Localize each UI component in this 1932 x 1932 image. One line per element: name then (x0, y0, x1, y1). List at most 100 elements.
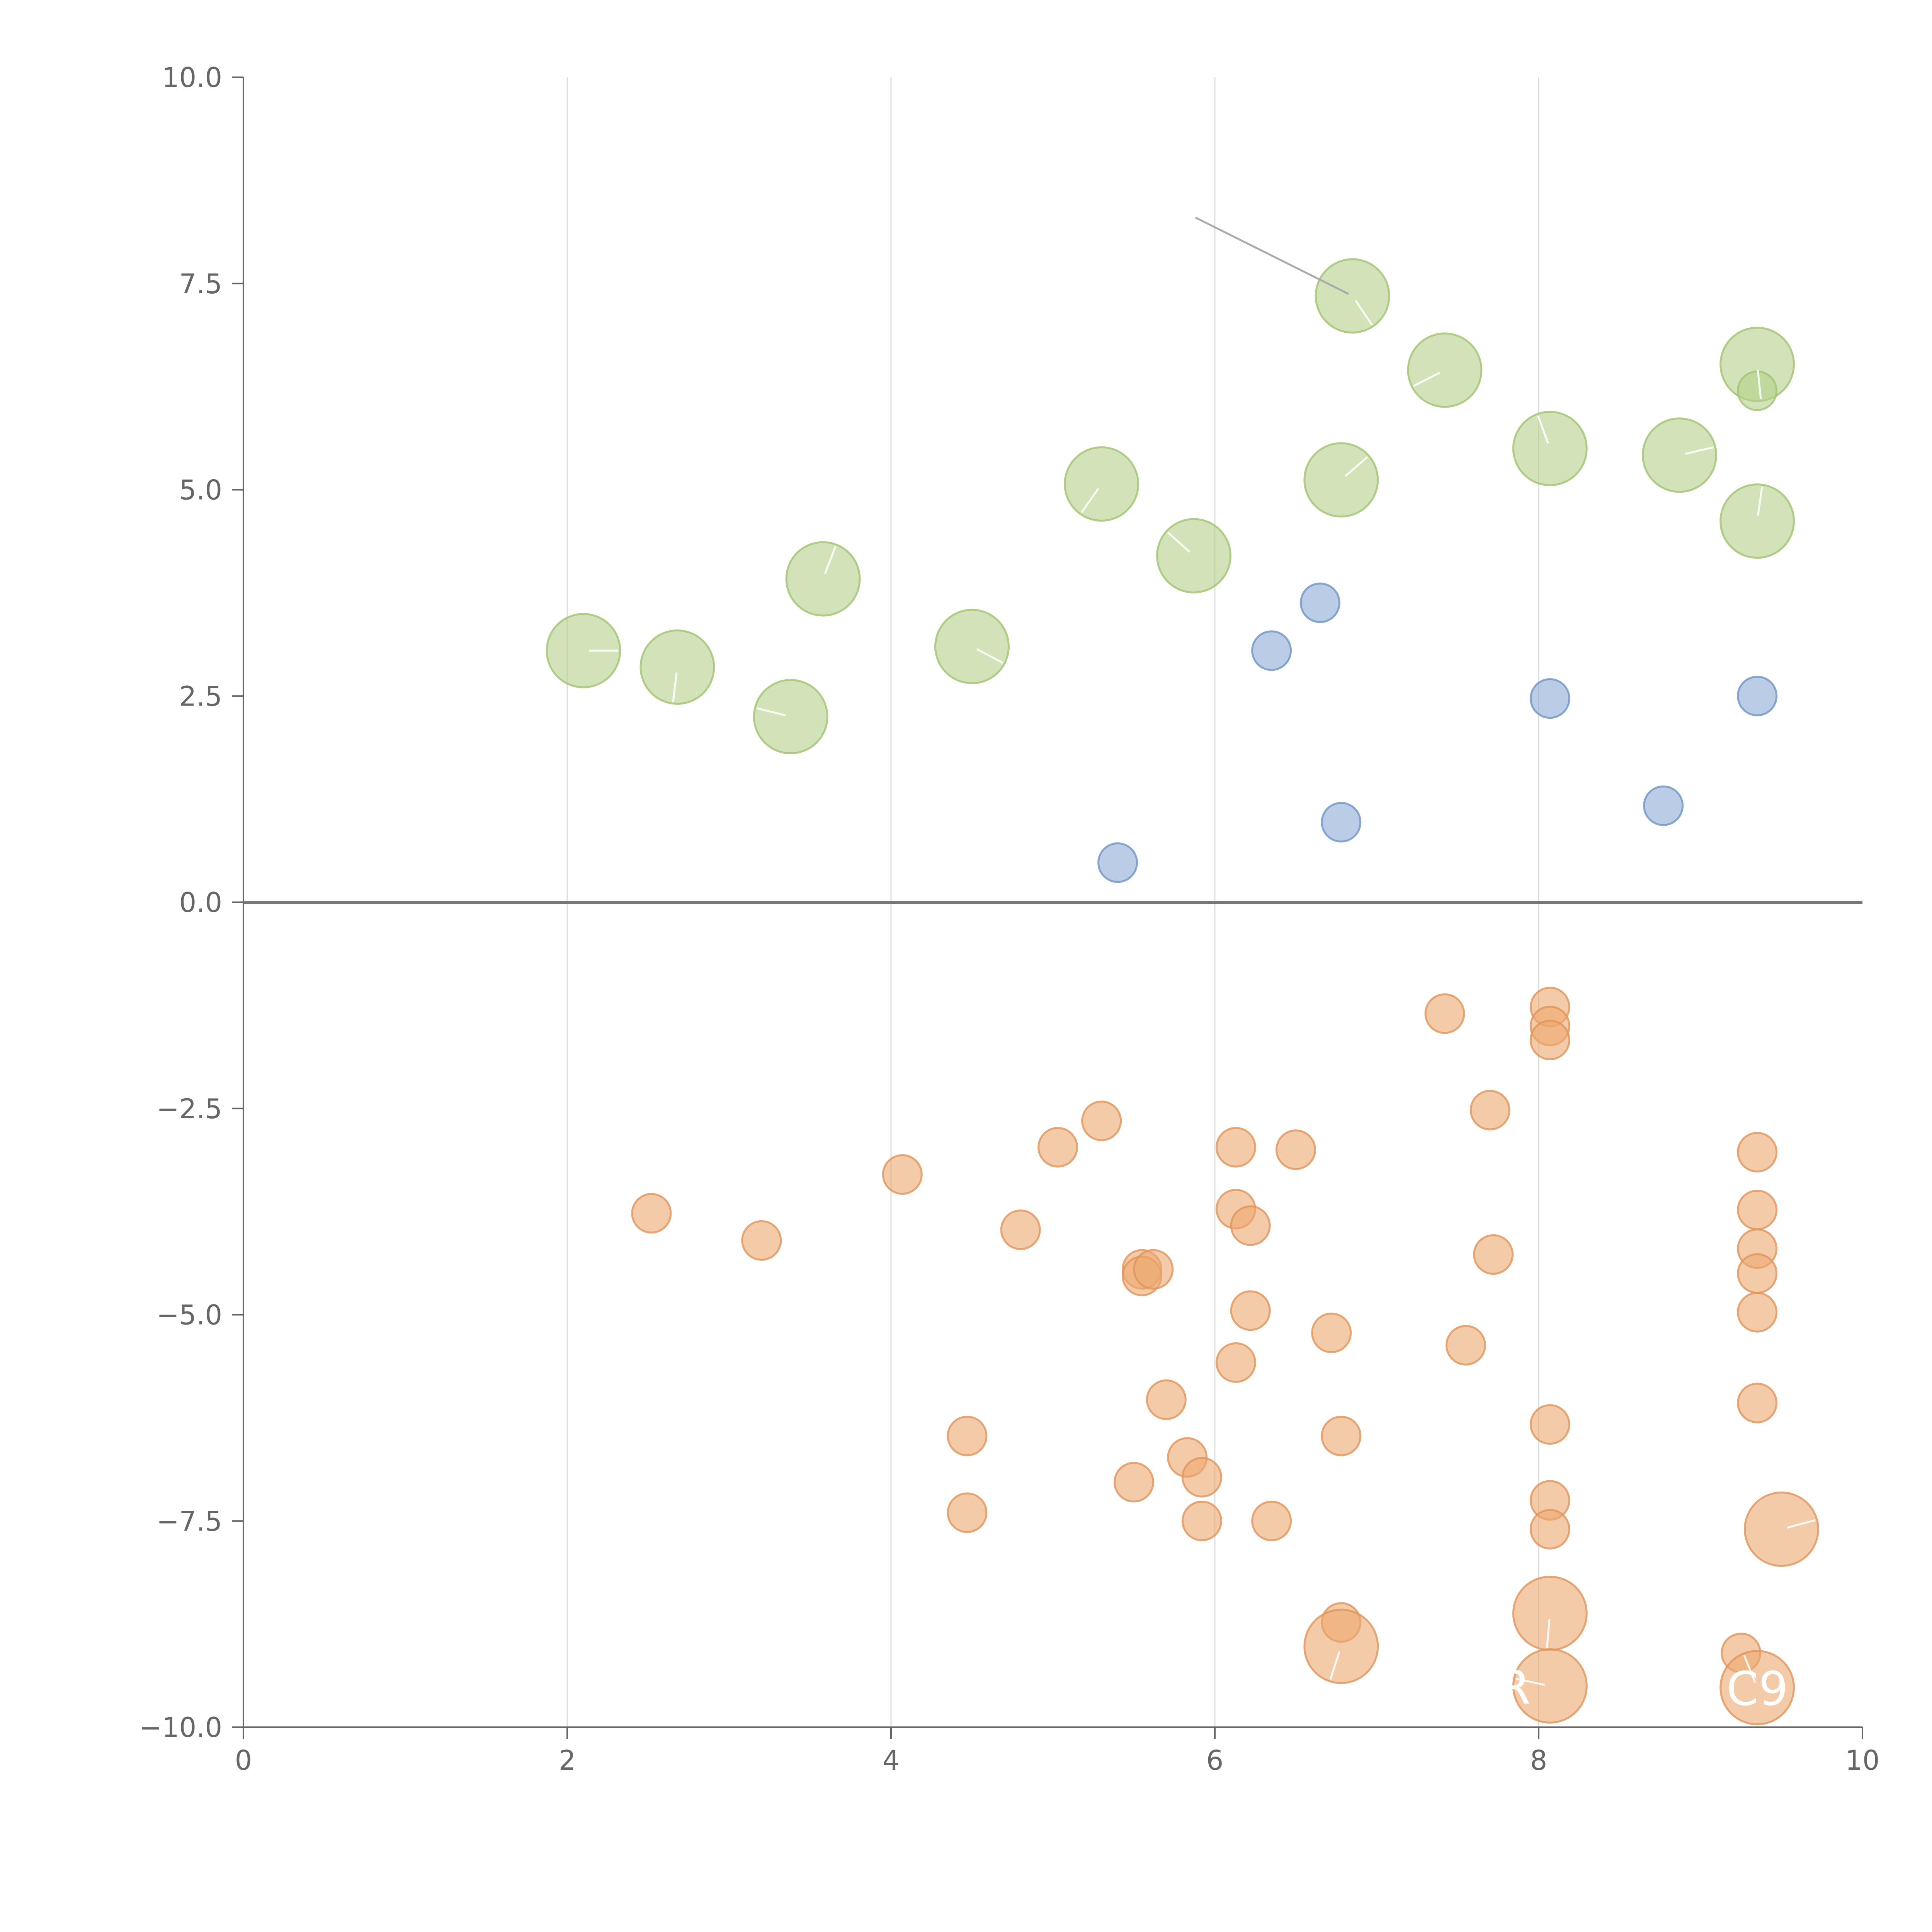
x-tick-label: 6 (1206, 1745, 1224, 1776)
green-point (1512, 411, 1588, 486)
orange-point (1081, 1100, 1122, 1141)
label-leader (1786, 1519, 1816, 1529)
blue-point (1251, 630, 1292, 671)
orange-point (882, 1154, 923, 1195)
x-tick-label: 2 (559, 1745, 576, 1776)
orange-point (1737, 1189, 1778, 1230)
x-tick-label: 0 (235, 1745, 252, 1776)
orange-point (1737, 1253, 1778, 1294)
x-tick-label: 4 (883, 1745, 900, 1776)
green-point (546, 613, 621, 689)
orange-point (1744, 1492, 1819, 1567)
green-point (639, 629, 715, 705)
label-leader (824, 546, 837, 574)
label-leader (1413, 372, 1440, 387)
y-tick-label: −7.5 (156, 1505, 222, 1537)
data-points (546, 258, 1819, 1726)
label-leader (1684, 446, 1714, 455)
orange-point (1737, 1383, 1778, 1423)
orange-point (1181, 1500, 1222, 1541)
leader-lines (589, 216, 1816, 1686)
orange-point (1230, 1290, 1271, 1331)
orange-point (1303, 1609, 1379, 1684)
label-leader (1757, 486, 1763, 516)
green-point (1156, 518, 1232, 594)
orange-point (1445, 1325, 1486, 1366)
label-leader (757, 707, 786, 716)
x-tick-label: 10 (1845, 1745, 1879, 1776)
green-point (785, 541, 861, 617)
green-point (1737, 370, 1778, 411)
axes: 0 2 4 6 8 10 10.0 7.5 5.0 2.5 0.0 −2.5 −5.0 −7.5 −10.0 (139, 62, 1879, 1776)
green-point (1719, 483, 1795, 559)
blue-point (1529, 678, 1570, 719)
orange-point (1529, 1020, 1570, 1061)
y-tick-label: −2.5 (156, 1093, 222, 1125)
orange-point (1037, 1127, 1078, 1168)
blue-point (1737, 675, 1778, 716)
y-tick-label: 7.5 (179, 268, 222, 300)
orange-point (1276, 1129, 1316, 1170)
label-leader (1355, 300, 1373, 325)
annotation-label: C9 (1726, 1663, 1788, 1716)
label-leader (1537, 415, 1549, 444)
orange-point (1321, 1415, 1362, 1456)
point-labels: R C9 (1498, 1661, 1788, 1716)
green-point (1642, 417, 1718, 493)
annotation-label: R (1498, 1661, 1530, 1714)
orange-point (1146, 1379, 1187, 1420)
label-leader (1757, 369, 1762, 399)
orange-point (1473, 1234, 1514, 1275)
green-point (1315, 258, 1390, 334)
label-leader (1080, 488, 1099, 513)
orange-point (1719, 1650, 1795, 1726)
orange-point (631, 1193, 672, 1234)
annotation-leader (1195, 216, 1349, 295)
y-tick-label: 0.0 (179, 887, 222, 918)
y-tick-label: −5.0 (156, 1299, 222, 1331)
blue-point (1321, 802, 1362, 843)
label-leader (672, 672, 678, 702)
label-leader (976, 648, 1003, 664)
orange-point (1311, 1312, 1352, 1353)
orange-point (947, 1415, 988, 1456)
label-leader (1329, 1651, 1340, 1680)
orange-point (1215, 1342, 1256, 1383)
label-leader (1743, 1655, 1756, 1683)
orange-point (1512, 1575, 1588, 1651)
orange-point (1114, 1462, 1154, 1503)
orange-point (1251, 1500, 1292, 1541)
orange-point (1215, 1127, 1256, 1168)
label-leader (1546, 1619, 1551, 1648)
label-leader (1344, 456, 1368, 477)
orange-point (1737, 1132, 1778, 1173)
green-point (1303, 442, 1379, 518)
orange-point (947, 1492, 988, 1533)
orange-point (1529, 1509, 1570, 1550)
orange-point (1512, 1648, 1588, 1724)
green-point (934, 609, 1010, 684)
y-tick-label: 2.5 (179, 680, 222, 712)
blue-point (1097, 842, 1138, 883)
label-leader (1167, 532, 1190, 553)
orange-point (1181, 1457, 1222, 1498)
y-tick-label: 10.0 (162, 62, 222, 94)
orange-point (1424, 993, 1465, 1034)
y-tick-label: 5.0 (179, 474, 222, 506)
blue-point (1299, 582, 1340, 623)
green-point (1064, 446, 1139, 522)
orange-point (1000, 1209, 1041, 1250)
orange-point (1529, 1404, 1570, 1445)
orange-point (741, 1220, 782, 1261)
x-tick-label: 8 (1530, 1745, 1548, 1776)
label-leader (1515, 1678, 1545, 1686)
blue-point (1643, 785, 1684, 826)
orange-point (1133, 1249, 1174, 1290)
y-tick-label: −10.0 (139, 1712, 222, 1743)
orange-point (1737, 1292, 1778, 1333)
orange-point (1469, 1090, 1510, 1131)
orange-point (1230, 1205, 1271, 1246)
green-point (1407, 332, 1483, 408)
green-point (753, 679, 828, 755)
